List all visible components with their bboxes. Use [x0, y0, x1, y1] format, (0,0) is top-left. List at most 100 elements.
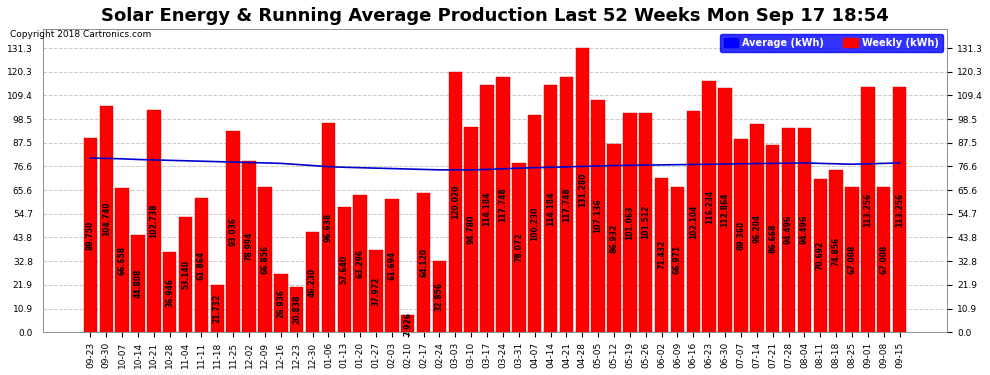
Text: 102.104: 102.104	[689, 204, 698, 239]
Bar	[845, 187, 858, 332]
Text: 46.230: 46.230	[308, 267, 317, 297]
Text: 61.864: 61.864	[197, 251, 206, 280]
Text: 100.230: 100.230	[531, 207, 540, 241]
Bar	[243, 161, 255, 332]
Text: 102.738: 102.738	[149, 204, 158, 238]
Bar	[163, 252, 176, 332]
Text: 66.856: 66.856	[260, 245, 269, 274]
Text: 20.838: 20.838	[292, 295, 301, 324]
Bar	[417, 194, 431, 332]
Text: 131.280: 131.280	[578, 173, 587, 207]
Text: 7.926: 7.926	[403, 312, 412, 336]
Text: 96.204: 96.204	[752, 213, 761, 243]
Text: 114.184: 114.184	[546, 191, 555, 226]
Text: 67.008: 67.008	[847, 245, 856, 274]
Bar	[195, 198, 208, 332]
Bar	[496, 77, 510, 332]
Text: 74.856: 74.856	[832, 237, 841, 266]
Bar	[179, 217, 192, 332]
Text: 44.808: 44.808	[134, 269, 143, 298]
Text: 117.748: 117.748	[498, 188, 508, 222]
Text: 96.638: 96.638	[324, 213, 333, 242]
Bar	[766, 145, 779, 332]
Bar	[116, 188, 129, 332]
Text: 61.694: 61.694	[387, 251, 396, 280]
Text: 36.946: 36.946	[165, 278, 174, 307]
Text: 63.296: 63.296	[355, 249, 364, 278]
Text: 116.234: 116.234	[705, 189, 714, 224]
Bar	[877, 187, 890, 332]
Text: 26.936: 26.936	[276, 288, 285, 318]
Text: Copyright 2018 Cartronics.com: Copyright 2018 Cartronics.com	[10, 30, 151, 39]
Text: 78.072: 78.072	[514, 233, 524, 262]
Text: 94.496: 94.496	[800, 215, 809, 244]
Text: 89.750: 89.750	[86, 220, 95, 250]
Bar	[893, 87, 906, 332]
Bar	[687, 111, 700, 332]
Bar	[306, 232, 320, 332]
Text: 66.971: 66.971	[673, 245, 682, 274]
Bar	[227, 131, 240, 332]
Text: 78.994: 78.994	[245, 232, 253, 261]
Text: 101.063: 101.063	[626, 206, 635, 240]
Text: 86.668: 86.668	[768, 224, 777, 253]
Bar	[353, 195, 367, 332]
Bar	[670, 187, 684, 332]
Text: 120.020: 120.020	[450, 185, 459, 219]
Bar	[290, 287, 303, 332]
Bar	[322, 123, 336, 332]
Text: 32.856: 32.856	[435, 282, 444, 311]
Legend: Average (kWh), Weekly (kWh): Average (kWh), Weekly (kWh)	[720, 34, 942, 52]
Bar	[528, 115, 542, 332]
Text: 101.512: 101.512	[642, 205, 650, 239]
Text: 53.140: 53.140	[181, 260, 190, 289]
Bar	[401, 315, 415, 332]
Bar	[607, 144, 621, 332]
Bar	[544, 85, 557, 332]
Bar	[719, 88, 732, 332]
Text: 113.256: 113.256	[895, 192, 904, 227]
Bar	[338, 207, 351, 332]
Bar	[385, 199, 399, 332]
Bar	[211, 285, 224, 332]
Text: 112.864: 112.864	[721, 193, 730, 227]
Bar	[132, 235, 145, 332]
Text: 104.740: 104.740	[102, 201, 111, 236]
Bar	[703, 81, 716, 332]
Bar	[782, 128, 795, 332]
Bar	[258, 188, 271, 332]
Text: 94.496: 94.496	[784, 215, 793, 244]
Text: 57.640: 57.640	[340, 255, 348, 284]
Text: 70.692: 70.692	[816, 241, 825, 270]
Bar	[559, 77, 573, 332]
Bar	[433, 261, 446, 332]
Text: 113.256: 113.256	[863, 192, 872, 227]
Bar	[798, 128, 811, 332]
Text: 71.432: 71.432	[657, 240, 666, 270]
Text: 67.008: 67.008	[879, 245, 888, 274]
Bar	[575, 48, 589, 332]
Bar	[148, 110, 160, 332]
Text: 114.184: 114.184	[482, 191, 492, 226]
Bar	[750, 124, 763, 332]
Text: 37.972: 37.972	[371, 276, 380, 306]
Bar	[448, 72, 462, 332]
Text: 64.120: 64.120	[419, 248, 428, 277]
Bar	[735, 139, 747, 332]
Bar	[512, 163, 526, 332]
Bar	[861, 87, 874, 332]
Bar	[369, 250, 383, 332]
Bar	[100, 105, 113, 332]
Text: 107.136: 107.136	[594, 199, 603, 234]
Bar	[654, 178, 668, 332]
Text: 117.748: 117.748	[562, 188, 571, 222]
Bar	[623, 114, 637, 332]
Bar	[464, 127, 478, 332]
Text: 21.732: 21.732	[213, 294, 222, 323]
Title: Solar Energy & Running Average Production Last 52 Weeks Mon Sep 17 18:54: Solar Energy & Running Average Productio…	[101, 7, 889, 25]
Text: 86.932: 86.932	[610, 224, 619, 253]
Text: 94.780: 94.780	[466, 215, 476, 244]
Bar	[480, 85, 494, 332]
Bar	[639, 112, 652, 332]
Bar	[591, 100, 605, 332]
